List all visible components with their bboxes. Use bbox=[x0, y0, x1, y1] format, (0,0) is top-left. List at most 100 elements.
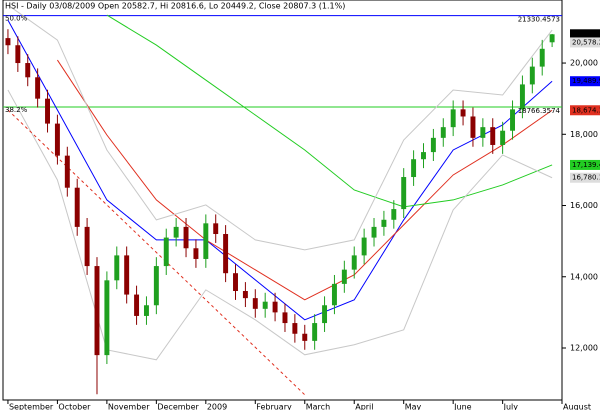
candle-body bbox=[460, 109, 466, 117]
x-tick-label: May bbox=[405, 403, 422, 410]
price-label: 17,139.4 bbox=[572, 161, 600, 169]
candle-body bbox=[341, 269, 347, 284]
candle-body bbox=[351, 255, 357, 270]
axes: 12,000 14,000 16,000 18,000 20,000 September O… bbox=[5, 15, 600, 410]
indicator-line bbox=[7, 109, 306, 396]
candle-body bbox=[54, 123, 60, 156]
candle-body bbox=[153, 266, 159, 306]
candle-body bbox=[430, 137, 436, 153]
price-label-box bbox=[570, 172, 600, 183]
candle-body bbox=[272, 301, 278, 313]
price-label: 18,674.3 bbox=[572, 106, 600, 114]
price-label-box bbox=[570, 105, 600, 116]
level-pct: 50.0% bbox=[5, 15, 28, 23]
candle-body bbox=[35, 77, 41, 99]
indicator-line bbox=[106, 14, 553, 208]
candle-body bbox=[173, 226, 179, 238]
price-label-box bbox=[570, 37, 600, 48]
candle-body bbox=[233, 273, 238, 292]
candle-body bbox=[401, 177, 407, 210]
candle-body bbox=[519, 84, 525, 110]
candle-body bbox=[312, 323, 318, 341]
plot-area bbox=[3, 4, 562, 396]
candle-body bbox=[104, 280, 110, 356]
x-tick-label: September bbox=[9, 403, 54, 410]
candle-body bbox=[252, 298, 258, 309]
y-tick-label: 20,000 bbox=[570, 59, 598, 68]
candle-body bbox=[331, 283, 337, 306]
price-label-box bbox=[570, 76, 600, 87]
candle-body bbox=[510, 109, 516, 131]
x-tick-label: 2009 bbox=[207, 403, 227, 410]
candle-body bbox=[84, 226, 90, 267]
x-tick-label: February bbox=[256, 403, 292, 410]
x-tick-label: November bbox=[108, 403, 150, 410]
candle-body bbox=[539, 48, 545, 67]
candle-body bbox=[114, 255, 120, 281]
candle-body bbox=[203, 223, 209, 259]
candle-body bbox=[242, 291, 248, 299]
y-tick-label: 12,000 bbox=[570, 343, 598, 352]
candle-body bbox=[15, 45, 21, 64]
chart-title: HSI - Daily 03/08/2009 Open 20582.7, Hi … bbox=[5, 2, 345, 11]
candle-body bbox=[163, 237, 169, 267]
candle-body bbox=[411, 159, 417, 178]
y-tick-label: 14,000 bbox=[570, 272, 598, 281]
candle-body bbox=[282, 312, 288, 324]
plot-frame bbox=[2, 0, 563, 401]
price-label: 16,780.1 bbox=[572, 174, 600, 182]
candle-body bbox=[440, 127, 446, 138]
level-label: 18766.3574 bbox=[518, 107, 561, 115]
candle-body bbox=[64, 155, 70, 188]
indicator-line bbox=[7, 4, 553, 251]
price-label: 20,578.2 bbox=[572, 38, 600, 46]
x-tick-label: October bbox=[58, 403, 91, 410]
x-tick-label: June bbox=[453, 403, 472, 410]
price-label-box bbox=[570, 159, 600, 170]
price-label-box bbox=[570, 29, 600, 40]
x-tick-label: December bbox=[157, 403, 199, 410]
price-label: 20,807.3 bbox=[572, 30, 600, 38]
x-tick-label: March bbox=[306, 403, 330, 410]
x-tick-label: August bbox=[563, 403, 591, 410]
candle-body bbox=[5, 38, 11, 46]
candle-body bbox=[134, 294, 140, 316]
candle-body bbox=[371, 226, 377, 238]
candle-body bbox=[421, 152, 426, 160]
candle-body bbox=[391, 209, 397, 220]
price-label: 19,489.9 bbox=[572, 77, 600, 85]
candle-body bbox=[381, 219, 387, 227]
candle-body bbox=[302, 333, 308, 341]
candle-body bbox=[143, 305, 149, 316]
indicator-line bbox=[7, 19, 553, 321]
candle-body bbox=[45, 98, 50, 124]
y-tick-label: 18,000 bbox=[570, 130, 598, 139]
candle-body bbox=[213, 223, 219, 235]
candle-body bbox=[480, 127, 486, 138]
candle-body bbox=[490, 127, 496, 145]
candle-body bbox=[529, 66, 535, 85]
level-pct: 38.2% bbox=[5, 106, 28, 114]
candle-body bbox=[25, 63, 31, 78]
level-label: 21330.4573 bbox=[518, 16, 560, 24]
indicator-line bbox=[56, 59, 553, 301]
x-tick-label: July bbox=[503, 403, 519, 410]
candle-body bbox=[500, 130, 506, 145]
candle-body bbox=[183, 226, 189, 249]
candle-body bbox=[450, 109, 456, 128]
candle-body bbox=[470, 116, 476, 138]
candle-body bbox=[549, 34, 555, 43]
candle-body bbox=[361, 237, 367, 256]
candle-body bbox=[74, 187, 80, 227]
candle-body bbox=[292, 323, 298, 334]
candle-body bbox=[322, 305, 328, 324]
candle-body bbox=[94, 266, 100, 356]
candle-body bbox=[124, 255, 130, 295]
candle-body bbox=[223, 234, 229, 274]
y-tick-label: 16,000 bbox=[570, 201, 598, 210]
candle-body bbox=[262, 301, 268, 309]
x-tick-label: April bbox=[355, 403, 373, 410]
candle-body bbox=[193, 248, 199, 259]
